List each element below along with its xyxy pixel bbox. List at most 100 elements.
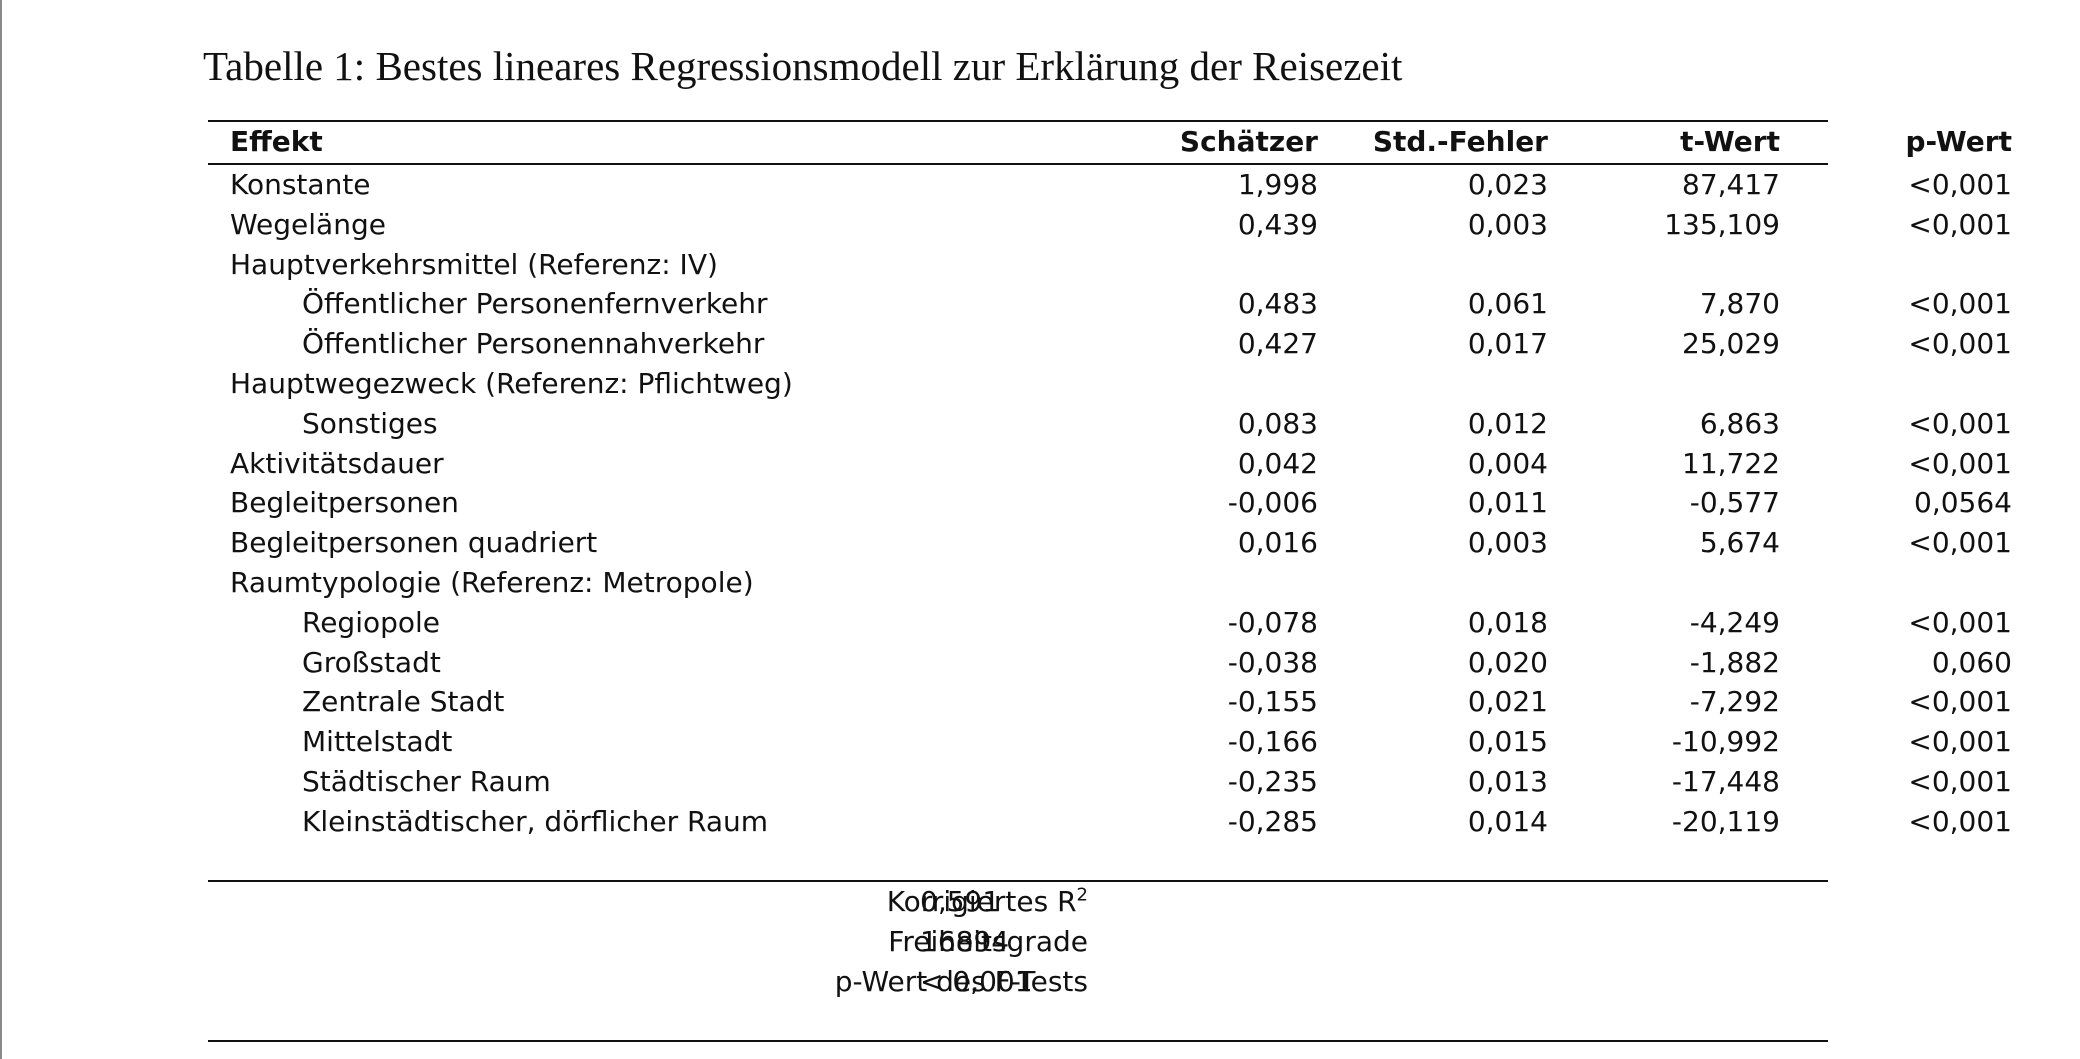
stat-ftest-value: < 0,001 xyxy=(920,965,1033,998)
cell-schaetzer: -0,038 xyxy=(1227,645,1318,679)
cell-effekt: Zentrale Stadt xyxy=(302,685,505,719)
table-row: Öffentlicher Personenfernverkehr 0,483 0,0… xyxy=(208,284,2012,324)
cell-p-wert: 0,060 xyxy=(1931,645,2012,679)
cell-p-wert: <0,001 xyxy=(1908,446,2012,480)
cell-t-wert: 87,417 xyxy=(1682,168,1780,201)
cell-effekt: Begleitpersonen quadriert xyxy=(230,526,598,560)
table-row: Städtischer Raum -0,235 0,013 -17,448 <0,001 xyxy=(208,762,2012,802)
table-row: Aktivitätsdauer 0,042 0,004 11,722 <0,001 xyxy=(208,444,2012,484)
cell-effekt: Öffentlicher Personenfernverkehr xyxy=(302,287,768,321)
stat-ftest-label: p-Wert des F-Tests xyxy=(834,965,1088,998)
cell-effekt: Aktivitätsdauer xyxy=(230,446,444,480)
table-row: Großstadt -0,038 0,020 -1,882 0,060 xyxy=(208,643,2012,683)
cell-p-wert: <0,001 xyxy=(1908,327,2012,361)
cell-std-fehler: 0,061 xyxy=(1467,287,1548,321)
cell-effekt: Regiopole xyxy=(302,605,441,639)
stats-row-r2: Korrigiertes R2 0,591 xyxy=(208,882,1828,922)
table-row: Sonstiges 0,083 0,012 6,863 <0,001 xyxy=(208,404,2012,444)
cell-effekt: Wegelänge xyxy=(230,207,386,241)
table-row: Zentrale Stadt -0,155 0,021 -7,292 <0,001 xyxy=(208,682,2012,722)
cell-effekt: Raumtypologie (Referenz: Metropole) xyxy=(230,566,754,599)
table-row: Konstante 1,998 0,023 87,417 <0,001 xyxy=(208,165,2012,205)
cell-p-wert: <0,001 xyxy=(1908,287,2012,321)
cell-effekt: Hauptverkehrsmittel (Referenz: IV) xyxy=(230,247,718,281)
table-mid-rule xyxy=(208,880,1828,882)
cell-schaetzer: -0,006 xyxy=(1227,486,1318,520)
cell-effekt: Öffentlicher Personennahverkehr xyxy=(302,327,765,361)
stat-r2-label: Korrigiertes R2 xyxy=(886,884,1088,918)
cell-std-fehler: 0,003 xyxy=(1467,207,1548,241)
table-row: Öffentlicher Personennahverkehr 0,427 0,01… xyxy=(208,324,2012,364)
cell-p-wert: <0,001 xyxy=(1908,605,2012,639)
table-header-row: Effekt Schätzer Std.-Fehler t-Wert p-Wer… xyxy=(208,122,2012,162)
cell-schaetzer: -0,155 xyxy=(1227,685,1318,719)
header-p-wert: p-Wert xyxy=(1905,125,2012,158)
cell-schaetzer: -0,166 xyxy=(1227,725,1318,759)
cell-schaetzer: 0,427 xyxy=(1237,327,1318,361)
stat-df-value: 16894 xyxy=(920,925,1010,958)
cell-p-wert: <0,001 xyxy=(1908,725,2012,759)
cell-t-wert: 5,674 xyxy=(1699,526,1780,560)
header-effekt: Effekt xyxy=(230,125,323,158)
cell-schaetzer: -0,235 xyxy=(1227,765,1318,798)
cell-t-wert: -17,448 xyxy=(1671,765,1780,798)
cell-std-fehler: 0,020 xyxy=(1467,645,1548,679)
table-row: Hauptwegezweck (Referenz: Pflichtweg) xyxy=(208,364,1828,404)
table-top-rule xyxy=(208,120,1828,122)
cell-p-wert: <0,001 xyxy=(1908,168,2012,201)
cell-t-wert: 25,029 xyxy=(1682,327,1780,361)
cell-schaetzer: -0,078 xyxy=(1227,605,1318,639)
cell-p-wert: <0,001 xyxy=(1908,526,2012,560)
cell-std-fehler: 0,018 xyxy=(1467,605,1548,639)
cell-p-wert: <0,001 xyxy=(1908,765,2012,798)
table-row: Begleitpersonen -0,006 0,011 -0,577 0,0564 xyxy=(208,483,2012,523)
table-row: Wegelänge 0,439 0,003 135,109 <0,001 xyxy=(208,205,2012,245)
cell-schaetzer: 0,083 xyxy=(1237,406,1318,440)
header-schaetzer: Schätzer xyxy=(1179,125,1318,158)
table-row: Raumtypologie (Referenz: Metropole) xyxy=(208,563,1828,603)
cell-t-wert: 7,870 xyxy=(1699,287,1780,321)
cell-effekt: Mittelstadt xyxy=(302,725,453,759)
cell-effekt: Kleinstädtischer, dörflicher Raum xyxy=(302,804,769,838)
table-row: Mittelstadt -0,166 0,015 -10,992 <0,001 xyxy=(208,722,2012,762)
stats-row-df: Freiheitsgrade 16894 xyxy=(208,922,1828,962)
cell-t-wert: -10,992 xyxy=(1671,725,1780,759)
cell-schaetzer: 0,042 xyxy=(1237,446,1318,480)
cell-t-wert: 6,863 xyxy=(1699,406,1780,440)
cell-effekt: Großstadt xyxy=(302,645,441,679)
table-caption: Tabelle 1: Bestes lineares Regressionsmo… xyxy=(203,43,1403,89)
cell-t-wert: -7,292 xyxy=(1689,685,1780,719)
cell-std-fehler: 0,014 xyxy=(1467,804,1548,838)
table-row: Regiopole -0,078 0,018 -4,249 <0,001 xyxy=(208,603,2012,643)
cell-t-wert: 11,722 xyxy=(1682,446,1780,480)
cell-std-fehler: 0,023 xyxy=(1467,168,1548,201)
cell-std-fehler: 0,017 xyxy=(1467,327,1548,361)
page-left-border xyxy=(0,0,2,1059)
cell-p-wert: <0,001 xyxy=(1908,406,2012,440)
cell-p-wert: <0,001 xyxy=(1908,685,2012,719)
cell-p-wert: <0,001 xyxy=(1908,804,2012,838)
cell-std-fehler: 0,012 xyxy=(1467,406,1548,440)
stat-df-label: Freiheitsgrade xyxy=(888,925,1088,958)
cell-schaetzer: 0,439 xyxy=(1237,207,1318,241)
header-t-wert: t-Wert xyxy=(1680,125,1780,158)
stats-row-ftest: p-Wert des F-Tests < 0,001 xyxy=(208,962,1828,1002)
cell-effekt: Sonstiges xyxy=(302,406,438,440)
cell-effekt: Städtischer Raum xyxy=(302,765,551,798)
cell-effekt: Konstante xyxy=(230,168,371,201)
stat-r2-value: 0,591 xyxy=(920,885,1001,918)
cell-std-fehler: 0,015 xyxy=(1467,725,1548,759)
cell-t-wert: -20,119 xyxy=(1671,804,1780,838)
cell-std-fehler: 0,013 xyxy=(1467,765,1548,798)
cell-std-fehler: 0,011 xyxy=(1467,486,1548,520)
cell-std-fehler: 0,004 xyxy=(1467,446,1548,480)
cell-t-wert: -0,577 xyxy=(1689,486,1780,520)
table-row: Kleinstädtischer, dörflicher Raum -0,285 0… xyxy=(208,802,2012,842)
cell-p-wert: <0,001 xyxy=(1908,207,2012,241)
table-row: Hauptverkehrsmittel (Referenz: IV) xyxy=(208,245,1828,285)
table-row: Begleitpersonen quadriert 0,016 0,003 5,674… xyxy=(208,523,2012,563)
cell-effekt: Begleitpersonen xyxy=(230,486,459,520)
cell-schaetzer: -0,285 xyxy=(1227,804,1318,838)
cell-t-wert: -1,882 xyxy=(1689,645,1780,679)
cell-effekt: Hauptwegezweck (Referenz: Pflichtweg) xyxy=(230,367,793,400)
